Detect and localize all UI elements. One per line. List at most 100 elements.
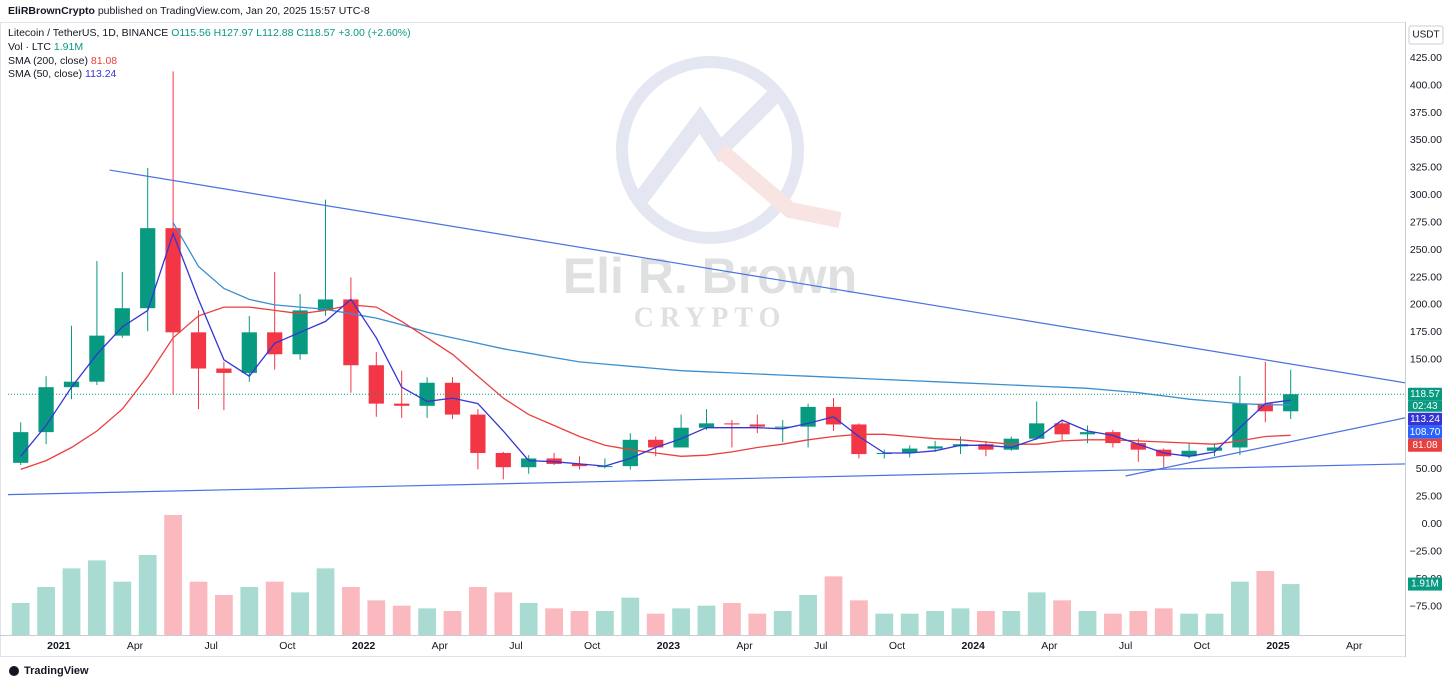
sma-value: 81.08 xyxy=(91,55,117,67)
footer: TradingView xyxy=(24,665,89,677)
y-tick-label: 175.00 xyxy=(1410,326,1442,338)
y-tick-label: 50.00 xyxy=(1416,463,1442,475)
logo xyxy=(9,666,19,676)
ohlc-low: L112.88 xyxy=(256,27,293,39)
volume-bar xyxy=(11,603,30,635)
axis-marker xyxy=(1408,387,1442,401)
axis-marker-label: 108.70 xyxy=(1410,427,1441,438)
published: published on TradingView.com, Jan 20, 20… xyxy=(98,5,370,17)
candle-body xyxy=(1257,403,1273,412)
currency[interactable]: USDT xyxy=(1412,30,1439,41)
sma-value: 113.24 xyxy=(85,68,116,80)
candle-body xyxy=(622,439,638,467)
symbol: Litecoin / TetherUS, 1D, BINANCE xyxy=(8,27,168,39)
legend: Litecoin / TetherUS, 1D, BINANCE O115.56… xyxy=(8,27,411,80)
candle-body xyxy=(343,299,359,366)
x-tick-label: Apr xyxy=(736,640,753,652)
ohlc-high: H127.97 xyxy=(214,27,254,39)
volume-bar xyxy=(215,595,233,635)
volume-bar xyxy=(62,568,81,635)
candle-body xyxy=(698,423,715,428)
header: EliRBrownCrypto published on TradingView… xyxy=(8,5,370,17)
x-tick-label: 2022 xyxy=(352,640,376,652)
volume-bar xyxy=(1205,613,1224,635)
trendline xyxy=(109,169,1406,384)
y-tick-label: 300.00 xyxy=(1410,189,1442,201)
y-tick-label: 375.00 xyxy=(1410,107,1442,119)
x-tick-label: Jul xyxy=(509,640,522,652)
y-tick-label: 400.00 xyxy=(1410,79,1442,91)
volume-bar xyxy=(494,592,513,635)
legend-sma50: SMA (50, close) 113.24 xyxy=(8,68,117,80)
volume-bar xyxy=(316,568,335,635)
y-tick-label: 150.00 xyxy=(1410,354,1442,366)
x-tick-label: Oct xyxy=(279,640,295,652)
volume-bar xyxy=(37,587,55,635)
y-tick-label: 225.00 xyxy=(1410,271,1442,283)
candle-body xyxy=(190,332,207,369)
volume-marker xyxy=(1408,577,1442,591)
y-tick-label: 275.00 xyxy=(1410,216,1442,228)
candle-body xyxy=(1105,432,1121,444)
candle-body xyxy=(317,299,334,311)
author: EliRBrownCrypto xyxy=(8,5,95,17)
axis-marker xyxy=(1408,438,1442,452)
candle-body xyxy=(749,424,765,427)
candle-body xyxy=(241,332,257,373)
volume-bar xyxy=(773,611,792,635)
overlay-line xyxy=(172,222,1291,406)
volume-bar xyxy=(951,608,970,635)
countdown-box xyxy=(1408,400,1442,412)
x-tick-label: Apr xyxy=(1041,640,1058,652)
volume-bar xyxy=(723,603,741,635)
axis-marker-label: 118.57 xyxy=(1410,389,1440,400)
x-tick-label: Jul xyxy=(814,640,827,652)
volume-bar xyxy=(621,597,640,635)
volume-bar xyxy=(1104,613,1122,635)
x-tick-label: Apr xyxy=(127,640,144,652)
candle-body xyxy=(1079,432,1096,435)
volume-bar xyxy=(875,613,894,635)
watermark-name: Eli R. Brown xyxy=(563,248,857,304)
watermark: Eli R. Brown CRYPTO xyxy=(563,56,857,333)
volume-bar xyxy=(1002,611,1021,635)
volume-bar xyxy=(1053,600,1071,635)
volume-bar xyxy=(342,587,360,635)
volume-title: Vol · LTC xyxy=(8,41,51,53)
x-tick-label: Oct xyxy=(584,640,600,652)
x-tick-label: Apr xyxy=(1346,640,1363,652)
currency-box[interactable] xyxy=(1408,25,1444,45)
volume-bar xyxy=(164,515,182,635)
volume-bar xyxy=(824,576,843,635)
x-tick-label: Jul xyxy=(1119,640,1132,652)
legend-volume: Vol · LTC 1.91M xyxy=(8,41,83,53)
candle-body xyxy=(1283,394,1299,412)
volume-bar xyxy=(850,600,868,635)
volume-bar xyxy=(265,581,284,635)
ohlc-close: C118.57 xyxy=(296,27,335,39)
volume-bar xyxy=(697,605,716,635)
volume-bar xyxy=(672,608,690,635)
candle-body xyxy=(89,335,105,382)
volume-bar xyxy=(977,611,995,635)
volume-bar xyxy=(291,592,309,635)
volume-bar xyxy=(392,605,411,635)
sma-line xyxy=(20,231,1291,467)
y-tick-label: 325.00 xyxy=(1410,162,1442,174)
volume-bar xyxy=(1180,613,1198,635)
volume-value: 1.91M xyxy=(54,41,83,53)
volume-bar xyxy=(926,611,944,635)
candle-body xyxy=(724,423,740,425)
candle-body xyxy=(1054,423,1070,435)
volume-bar xyxy=(748,613,767,635)
candle-body xyxy=(800,406,816,427)
countdown: 02:43 xyxy=(1412,401,1437,412)
y-tick-label: 425.00 xyxy=(1410,52,1442,64)
volume-bar xyxy=(799,595,817,635)
trendline xyxy=(7,463,1406,496)
y-tick-label: 350.00 xyxy=(1410,134,1442,146)
legend-sma200: SMA (200, close) 81.08 xyxy=(8,55,117,67)
volume-bar xyxy=(1281,584,1300,635)
axis-marker-label: 113.24 xyxy=(1410,414,1440,425)
